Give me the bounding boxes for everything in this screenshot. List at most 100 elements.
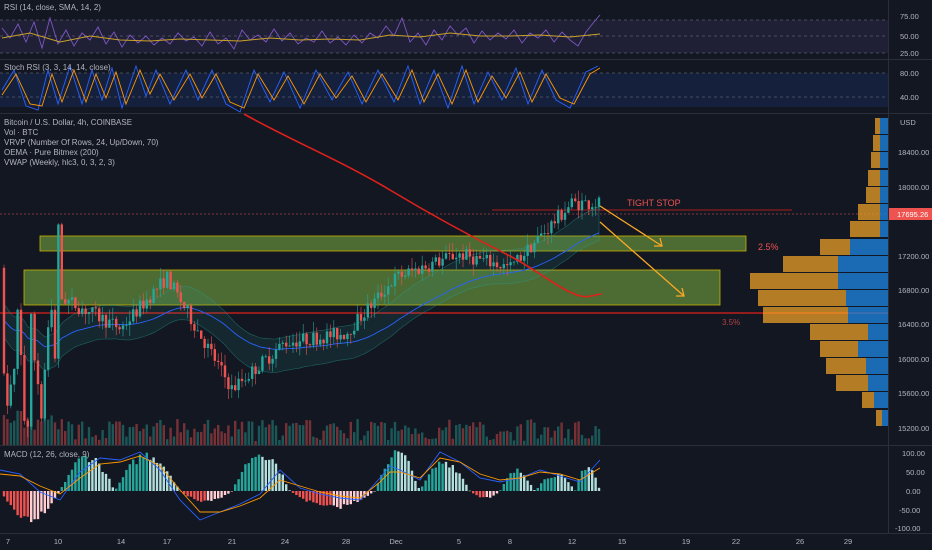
candle-body xyxy=(196,330,199,332)
volume-bar xyxy=(461,428,465,445)
volume-bar xyxy=(268,424,271,445)
rsi-tick: 25.00 xyxy=(900,49,919,58)
macd-bar xyxy=(587,467,590,491)
vrvp-down-row xyxy=(836,375,868,391)
volume-bar xyxy=(339,430,342,445)
volume-bar xyxy=(414,428,417,445)
macd-bar xyxy=(516,468,519,491)
macd-bar xyxy=(574,490,577,491)
volume-bar xyxy=(87,426,91,445)
volume-bar xyxy=(512,440,516,445)
macd-bar xyxy=(200,491,203,502)
macd-bar xyxy=(237,479,240,491)
macd-bar xyxy=(482,491,485,498)
macd-bar xyxy=(349,491,352,505)
candle-body xyxy=(475,256,478,265)
candle-body xyxy=(444,253,448,259)
macd-bar xyxy=(390,457,393,491)
candle-body xyxy=(43,369,46,419)
macd-bar xyxy=(397,451,400,491)
macd-bar xyxy=(36,491,40,520)
candle-body xyxy=(546,233,550,234)
candle-body xyxy=(94,307,97,309)
vrvp-up-row xyxy=(838,273,888,289)
volume-bar xyxy=(111,424,114,445)
stoch-label: Stoch RSI (3, 3, 14, 14, close) xyxy=(4,63,111,72)
macd-bar xyxy=(162,466,165,491)
macd-bar xyxy=(308,491,312,501)
candle-body xyxy=(315,332,318,345)
volume-bar xyxy=(567,429,570,445)
macd-bar xyxy=(376,483,380,491)
candle-body xyxy=(115,318,118,328)
candle-body xyxy=(359,314,363,321)
volume-bar xyxy=(135,424,138,445)
volume-bar xyxy=(458,423,461,445)
volume-bar xyxy=(393,421,397,445)
volume-bar xyxy=(424,437,427,445)
candle-body xyxy=(591,207,594,210)
last-price-value: 17695.26 xyxy=(897,210,928,219)
candle-body xyxy=(519,255,522,261)
macd-bar xyxy=(492,491,495,496)
candle-body xyxy=(33,313,36,361)
volume-bar xyxy=(390,428,393,445)
candle-body xyxy=(189,305,193,325)
candle-body xyxy=(87,312,91,315)
volume-bar xyxy=(145,424,148,445)
volume-bar xyxy=(125,436,128,445)
stoch-d-line xyxy=(1,67,601,109)
candle-body xyxy=(135,309,138,317)
volume-bar xyxy=(50,415,53,445)
vwap-band xyxy=(3,206,600,373)
macd-signal-line xyxy=(0,455,601,513)
macd-bar xyxy=(329,491,332,505)
candle-body xyxy=(64,299,67,304)
volume-bar xyxy=(448,419,451,445)
candle-body xyxy=(57,224,60,359)
macd-bar xyxy=(499,490,502,491)
volume-bar xyxy=(502,431,505,445)
volume-bar xyxy=(400,429,403,445)
volume-bar xyxy=(47,419,50,445)
macd-bar xyxy=(26,491,29,517)
candle-body xyxy=(407,268,410,276)
macd-bar xyxy=(336,491,339,508)
volume-bar xyxy=(162,425,165,445)
candle-body xyxy=(346,333,349,340)
volume-bar xyxy=(451,438,454,445)
volume-bar xyxy=(183,423,186,445)
candle-body xyxy=(451,253,454,260)
volume-bar xyxy=(213,428,216,445)
candle-body xyxy=(526,244,529,256)
volume-bar xyxy=(536,438,539,445)
price-tick: 16400.00 xyxy=(898,320,929,329)
macd-bar xyxy=(472,491,475,494)
candle-body xyxy=(186,305,189,309)
macd-bar xyxy=(383,468,386,491)
candle-body xyxy=(349,333,352,335)
candle-body xyxy=(23,354,26,421)
macd-bar xyxy=(91,460,94,491)
volume-bar xyxy=(356,419,359,445)
rsi-tick: 75.00 xyxy=(900,12,919,21)
volume-bar xyxy=(563,438,567,445)
macd-bar xyxy=(155,462,159,491)
macd-bar xyxy=(196,491,199,501)
volume-bar xyxy=(519,424,522,445)
macd-bar xyxy=(64,481,67,491)
volume-bar xyxy=(288,425,291,445)
candle-body xyxy=(329,331,332,338)
macd-bar xyxy=(526,480,529,491)
vrvp-up-row xyxy=(848,307,888,323)
macd-bar xyxy=(94,457,97,491)
volume-bar xyxy=(26,418,29,445)
volume-bar xyxy=(468,426,471,445)
candle-body xyxy=(557,210,560,224)
volume-bar xyxy=(230,436,233,445)
macd-bar xyxy=(142,457,145,491)
candle-body xyxy=(390,286,393,287)
macd-bar xyxy=(570,486,573,491)
volume-bar xyxy=(404,425,407,445)
